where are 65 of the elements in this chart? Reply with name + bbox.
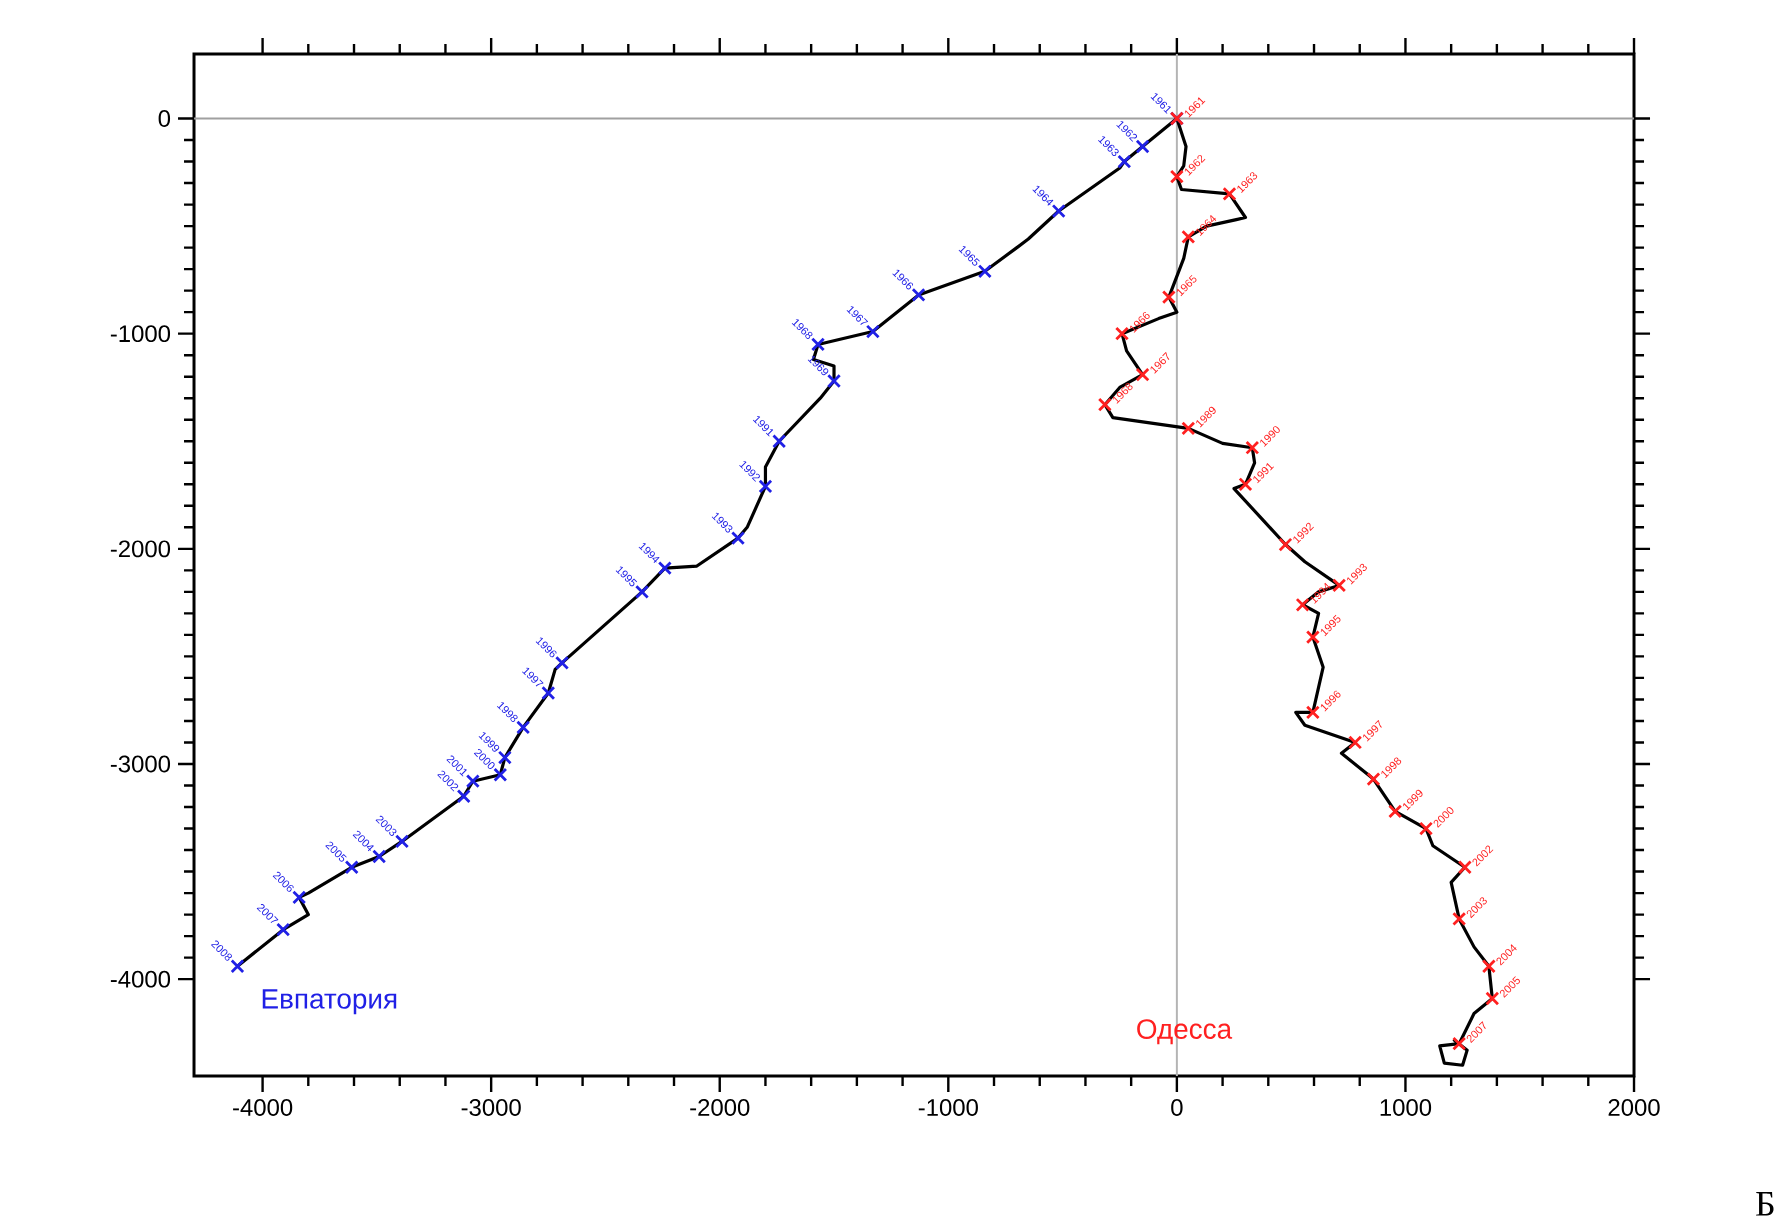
point [465,774,480,789]
point [1452,1036,1467,1051]
point [1457,860,1472,875]
point [826,373,842,389]
text: Б [1756,1192,1774,1216]
point [1366,771,1381,787]
point [497,750,512,765]
point [493,767,508,782]
point [1418,821,1434,836]
point [1452,911,1467,926]
point [1114,326,1130,341]
point [1348,735,1363,750]
x-tick-label: -4000 [233,1099,293,1116]
series-label: Евпатория [262,989,397,1015]
point [516,720,531,735]
x-tick-label: -3000 [461,1099,521,1116]
y-tick-label: -2000 [110,540,171,558]
text: Одесса [1137,1019,1233,1045]
point [911,287,926,302]
point [1222,186,1237,201]
x-tick-label: 2000 [1608,1099,1660,1116]
point [292,890,307,905]
point [394,834,410,849]
point [456,789,471,804]
point [1305,705,1320,720]
y-tick-label: -4000 [110,970,171,988]
point [634,584,650,599]
y-tick-label: 0 [158,110,171,127]
point [372,849,387,864]
x-tick-label: -1000 [918,1099,978,1116]
point [1181,421,1196,436]
point [810,337,826,352]
point [1169,169,1184,184]
y-tick-label: -3000 [110,755,171,773]
x-tick-label: 0 [1171,1099,1183,1116]
x-tick-label: -2000 [690,1099,750,1116]
point [865,324,880,339]
point [1481,959,1496,974]
y-tick-label: -1000 [110,325,171,343]
point [1388,804,1403,819]
point [1097,397,1112,412]
point [541,685,556,701]
point [1278,537,1293,552]
point [1245,440,1260,455]
point [1051,203,1066,219]
point [1305,629,1320,645]
point [977,264,992,279]
point [554,655,570,670]
point [772,434,787,449]
point [1238,477,1253,492]
point [1117,154,1132,169]
point [1332,578,1347,593]
point [730,531,746,546]
point [1295,597,1310,612]
point [344,860,359,875]
point [1181,229,1196,244]
point [1135,367,1150,382]
point [276,922,291,937]
point [657,561,672,576]
point [758,479,773,494]
point [1135,139,1150,154]
x-tick-label: 1000 [1380,1099,1432,1116]
point [1485,991,1500,1006]
point [1161,290,1176,305]
point [230,959,245,974]
